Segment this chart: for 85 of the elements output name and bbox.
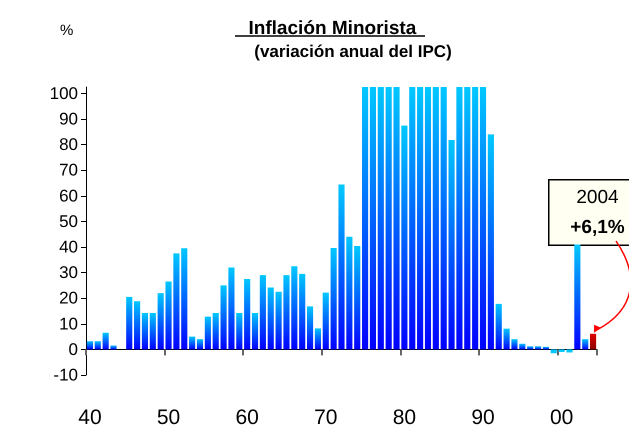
bar	[204, 316, 211, 350]
bar	[322, 292, 329, 350]
bar	[126, 296, 132, 350]
bar	[534, 346, 542, 350]
bar	[370, 87, 376, 350]
bar	[150, 313, 156, 350]
bar	[228, 267, 235, 350]
x-tick-label: 90	[471, 406, 495, 429]
bar	[346, 236, 352, 350]
bar	[542, 346, 549, 350]
bar	[354, 246, 360, 350]
bar	[244, 279, 250, 350]
bar	[527, 346, 534, 350]
bar	[173, 253, 180, 350]
bar	[417, 87, 424, 350]
bar	[504, 328, 510, 350]
x-tick-label: 80	[392, 406, 416, 429]
bar	[268, 287, 274, 350]
bar	[165, 282, 172, 350]
bar	[401, 126, 408, 350]
bar	[299, 274, 306, 350]
x-tick-label: 50	[156, 406, 180, 429]
bar	[378, 87, 384, 350]
bar	[496, 304, 502, 350]
y-tick-label: 80	[59, 135, 78, 154]
bar	[94, 341, 101, 350]
bar	[134, 301, 140, 350]
annotation: 2004 +6,1%	[570, 187, 625, 238]
bar	[386, 87, 392, 350]
bar	[220, 285, 227, 350]
bar	[456, 87, 462, 350]
bar	[86, 341, 93, 350]
bar	[424, 87, 432, 350]
bar	[566, 349, 573, 352]
bar	[102, 332, 109, 350]
bar	[314, 328, 321, 350]
bar	[488, 134, 494, 350]
bar	[330, 248, 337, 350]
y-tick-label: 100	[50, 84, 78, 103]
bar	[181, 248, 188, 350]
bar	[236, 313, 242, 350]
y-tick-label: 90	[59, 110, 78, 128]
bar	[306, 306, 314, 350]
bar	[252, 313, 258, 350]
bar	[432, 87, 439, 350]
bar	[480, 87, 486, 350]
bar	[582, 339, 588, 350]
bar	[212, 313, 219, 350]
bar	[158, 293, 164, 350]
bar	[110, 346, 117, 350]
x-tick-label: 70	[314, 406, 338, 429]
bar	[189, 336, 196, 350]
y-axis-title: %	[60, 22, 74, 39]
bar	[142, 313, 148, 350]
bar	[511, 339, 518, 350]
bar	[519, 344, 526, 350]
y-tick-label: 50	[59, 212, 78, 231]
y-tick-label: 40	[59, 238, 78, 256]
chart-title: Inflación Minorista	[248, 18, 422, 39]
bar	[590, 334, 596, 350]
bar	[196, 339, 204, 350]
bar	[448, 140, 455, 350]
y-tick-label: 20	[59, 288, 78, 308]
y-tick-label: -10	[53, 366, 78, 384]
chart-subtitle: (variación anual del IPC)	[254, 42, 452, 61]
bar	[283, 275, 290, 350]
y-tick-label: 70	[59, 160, 78, 180]
bar	[574, 244, 580, 350]
bar	[472, 87, 478, 350]
bar	[440, 87, 447, 350]
y-tick-label: 60	[59, 186, 78, 206]
y-tick-label: 30	[59, 263, 78, 282]
bar	[338, 184, 345, 350]
x-tick-label: 00	[550, 406, 574, 429]
bar	[276, 292, 282, 350]
bar	[464, 87, 470, 350]
bar	[291, 266, 298, 350]
bar	[393, 87, 400, 350]
y-tick-label: 10	[59, 314, 78, 334]
bar	[409, 87, 416, 350]
y-tick-label: 0	[68, 340, 78, 359]
bar	[362, 87, 368, 350]
x-tick-label: 60	[235, 406, 259, 429]
x-tick-label: 40	[78, 406, 102, 429]
bar	[260, 275, 266, 350]
